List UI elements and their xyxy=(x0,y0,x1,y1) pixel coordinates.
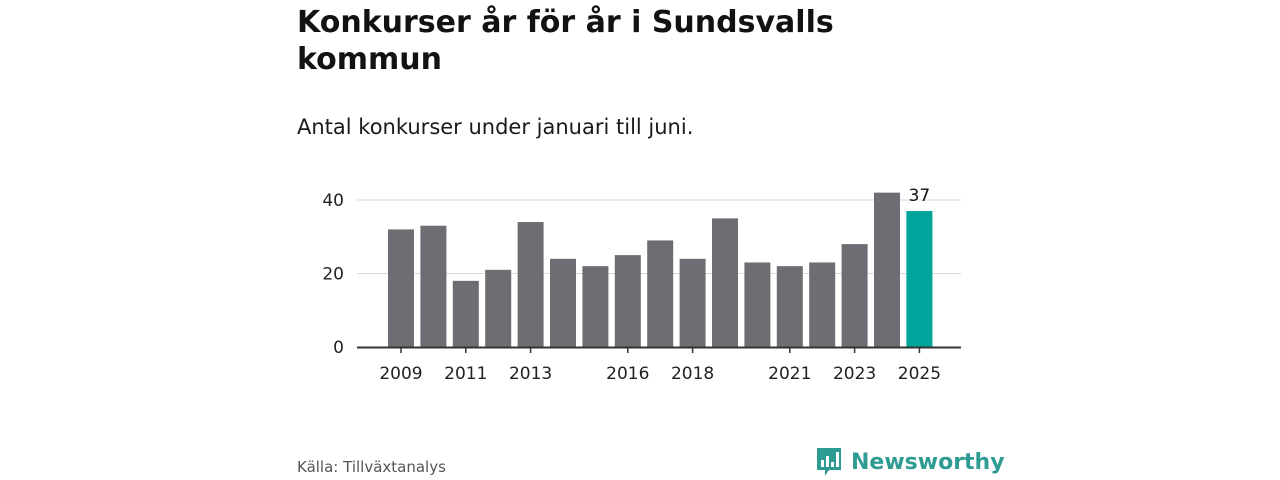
source-note: Källa: Tillväxtanalys xyxy=(297,458,446,476)
x-tick-label: 2016 xyxy=(606,364,649,384)
y-tick-label: 20 xyxy=(322,265,344,285)
x-tick-label: 2009 xyxy=(379,364,422,384)
x-tick-label: 2013 xyxy=(509,364,552,384)
bar xyxy=(647,240,674,347)
data-label: 37 xyxy=(909,186,931,206)
x-tick-label: 2025 xyxy=(898,364,941,384)
bar xyxy=(550,258,576,347)
bar xyxy=(582,266,609,347)
bar xyxy=(420,225,447,347)
bar xyxy=(906,211,933,347)
x-tick-label: 2011 xyxy=(444,364,487,384)
y-tick-label: 0 xyxy=(333,338,344,358)
chart-title: Konkurser år för år i Sundsvalls kommun xyxy=(297,5,834,77)
x-tick-label: 2021 xyxy=(768,364,811,384)
x-tick-label: 2023 xyxy=(833,364,876,384)
bar xyxy=(809,262,836,347)
bar xyxy=(517,222,544,347)
y-tick-label: 40 xyxy=(322,191,344,211)
bar xyxy=(452,280,479,347)
bar xyxy=(744,262,771,347)
bar xyxy=(841,244,868,347)
bar xyxy=(388,229,414,347)
bar xyxy=(776,266,803,347)
bar xyxy=(614,255,641,347)
brand-name: Newsworthy xyxy=(851,449,1005,475)
newsworthy-logo: Newsworthy xyxy=(815,446,1005,478)
bar xyxy=(874,192,900,347)
bar xyxy=(712,218,738,347)
x-tick-label: 2018 xyxy=(671,364,714,384)
bar xyxy=(679,258,706,347)
chart-subtitle: Antal konkurser under januari till juni. xyxy=(297,115,694,139)
bar xyxy=(485,269,512,347)
newsworthy-chart-icon xyxy=(817,448,841,476)
